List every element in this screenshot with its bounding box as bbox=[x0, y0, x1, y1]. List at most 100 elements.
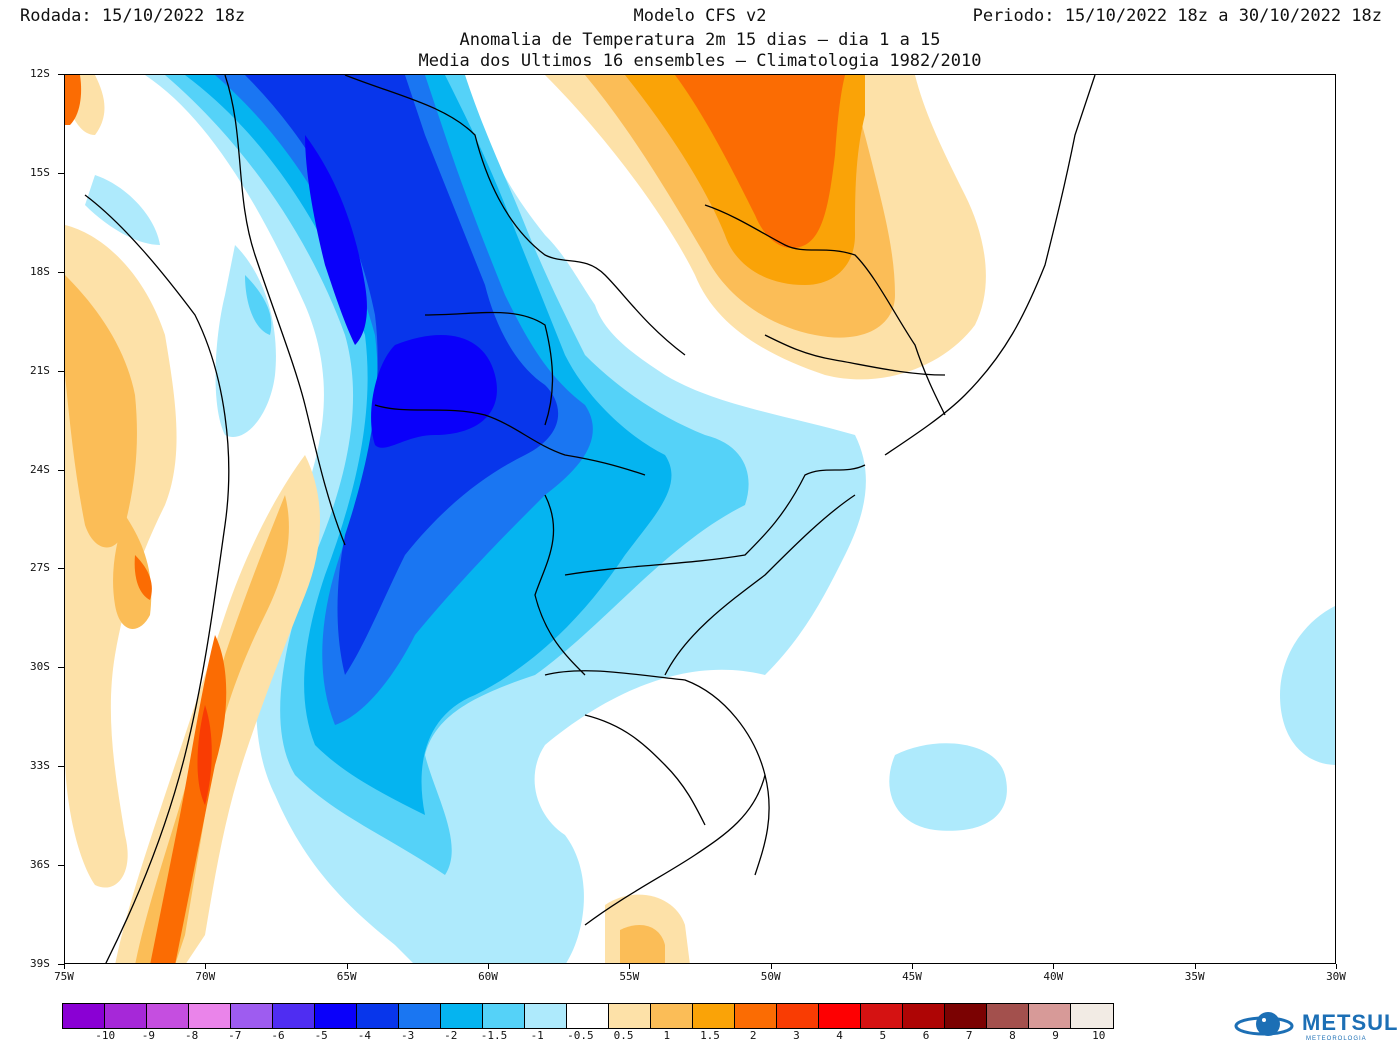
model-name: Modelo CFS v2 bbox=[633, 6, 767, 26]
legend-label: -7 bbox=[228, 1029, 242, 1042]
latitude-label: 27S bbox=[30, 561, 50, 575]
color-legend bbox=[62, 1003, 1114, 1029]
longitude-tick bbox=[1336, 964, 1337, 969]
anomaly-region-cold bbox=[305, 135, 367, 345]
legend-swatch bbox=[357, 1004, 399, 1028]
anomaly-region-cold bbox=[215, 245, 276, 437]
longitude-tick bbox=[205, 964, 207, 969]
longitude-tick bbox=[346, 964, 348, 969]
logo-subtitle: METEOROLOGIA bbox=[1306, 1036, 1367, 1042]
latitude-label: 39S bbox=[30, 957, 50, 970]
legend-swatch bbox=[483, 1004, 525, 1028]
legend-label: 10 bbox=[1092, 1029, 1106, 1042]
longitude-tick bbox=[64, 964, 65, 969]
latitude-label: 18S bbox=[30, 264, 50, 278]
legend-label: -8 bbox=[184, 1029, 199, 1042]
longitude-label: 65W bbox=[336, 970, 357, 983]
legend-label: 6 bbox=[922, 1029, 930, 1042]
longitude-label: 45W bbox=[902, 970, 922, 983]
legend-label: -1.5 bbox=[480, 1029, 508, 1042]
latitude-label: 15S bbox=[30, 165, 50, 179]
longitude-tick bbox=[1053, 964, 1055, 969]
anomaly-map bbox=[64, 74, 1336, 964]
legend-swatch bbox=[987, 1004, 1029, 1028]
country-borders bbox=[84, 75, 1096, 963]
anomaly-region-warm bbox=[197, 705, 212, 805]
map-subtitle: Anomalia de Temperatura 2m 15 dias – dia… bbox=[459, 30, 941, 50]
latitude-label: 12S bbox=[30, 67, 50, 80]
latitude-tick bbox=[58, 667, 64, 669]
legend-swatch bbox=[1029, 1004, 1071, 1028]
legend-label: 1.5 bbox=[700, 1029, 720, 1042]
latitude-label: 30S bbox=[30, 660, 50, 674]
legend-label: -5 bbox=[314, 1029, 328, 1042]
legend-swatch bbox=[147, 1004, 189, 1028]
legend-swatch bbox=[1071, 1004, 1113, 1028]
latitude-label: 21S bbox=[30, 363, 50, 377]
legend-swatch bbox=[777, 1004, 819, 1028]
legend-swatch bbox=[651, 1004, 693, 1028]
longitude-label: 50W bbox=[760, 970, 781, 983]
latitude-tick bbox=[58, 469, 64, 471]
legend-swatch bbox=[315, 1004, 357, 1028]
latitude-tick bbox=[58, 172, 64, 174]
longitude-tick bbox=[770, 964, 772, 969]
latitude-tick bbox=[58, 568, 64, 570]
legend-swatch bbox=[819, 1004, 861, 1028]
latitude-tick bbox=[58, 865, 64, 867]
ensemble-note: Media dos Ultimos 16 ensembles – Climato… bbox=[418, 51, 982, 71]
longitude-tick bbox=[1194, 964, 1196, 969]
anomaly-region-cool bbox=[245, 275, 272, 335]
metsul-logo: METSUL METEOROLOGIA bbox=[1234, 1006, 1397, 1048]
longitude-label: 35W bbox=[1184, 970, 1205, 983]
legend-label: 5 bbox=[879, 1029, 887, 1042]
latitude-tick bbox=[58, 271, 64, 273]
latitude-tick bbox=[58, 370, 64, 372]
legend-label: -10 bbox=[95, 1029, 116, 1042]
legend-label: -3 bbox=[400, 1029, 415, 1042]
longitude-label: 75W bbox=[54, 970, 74, 983]
anomaly-region-cold bbox=[1280, 606, 1335, 765]
legend-swatch bbox=[63, 1004, 105, 1028]
anomaly-region-warm bbox=[134, 555, 152, 600]
legend-label: 9 bbox=[1052, 1029, 1059, 1042]
legend-swatch bbox=[441, 1004, 483, 1028]
anomaly-region-warm bbox=[620, 925, 665, 963]
legend-label: 1 bbox=[663, 1029, 671, 1042]
latitude-label: 24S bbox=[30, 462, 50, 476]
latitude-tick bbox=[58, 74, 64, 75]
latitude-tick bbox=[58, 766, 64, 768]
latitude-label: 36S bbox=[30, 858, 50, 872]
latitude-tick bbox=[58, 964, 64, 965]
legend-swatch bbox=[945, 1004, 987, 1028]
longitude-tick bbox=[488, 964, 489, 969]
longitude-label: 70W bbox=[195, 970, 216, 983]
legend-label: 2 bbox=[749, 1029, 757, 1042]
latitude-label: 33S bbox=[30, 759, 50, 773]
legend-label: 4 bbox=[836, 1029, 843, 1042]
legend-swatch bbox=[567, 1004, 609, 1028]
forecast-period: Periodo: 15/10/2022 18z a 30/10/2022 18z bbox=[972, 6, 1382, 26]
legend-swatch bbox=[693, 1004, 735, 1028]
anomaly-region-warm bbox=[65, 75, 82, 125]
legend-swatch bbox=[105, 1004, 147, 1028]
longitude-tick bbox=[629, 964, 631, 969]
legend-label: 7 bbox=[965, 1029, 973, 1042]
anomaly-region-warm bbox=[675, 75, 845, 249]
legend-swatch bbox=[273, 1004, 315, 1028]
anomaly-region-cold bbox=[85, 175, 160, 245]
run-date: Rodada: 15/10/2022 18z bbox=[20, 6, 246, 26]
longitude-label: 55W bbox=[619, 970, 640, 983]
anomaly-region-cold bbox=[889, 743, 1007, 831]
legend-label: -2 bbox=[444, 1029, 458, 1042]
longitude-label: 30W bbox=[1326, 970, 1346, 983]
anomaly-region-cold bbox=[371, 335, 497, 448]
globe-icon bbox=[1234, 1012, 1294, 1036]
map-layer bbox=[65, 75, 1335, 963]
legend-swatch bbox=[231, 1004, 273, 1028]
longitude-tick bbox=[912, 964, 913, 969]
legend-swatch bbox=[735, 1004, 777, 1028]
logo-wordmark: METSUL bbox=[1302, 1010, 1399, 1035]
legend-swatch bbox=[609, 1004, 651, 1028]
legend-swatch bbox=[525, 1004, 567, 1028]
